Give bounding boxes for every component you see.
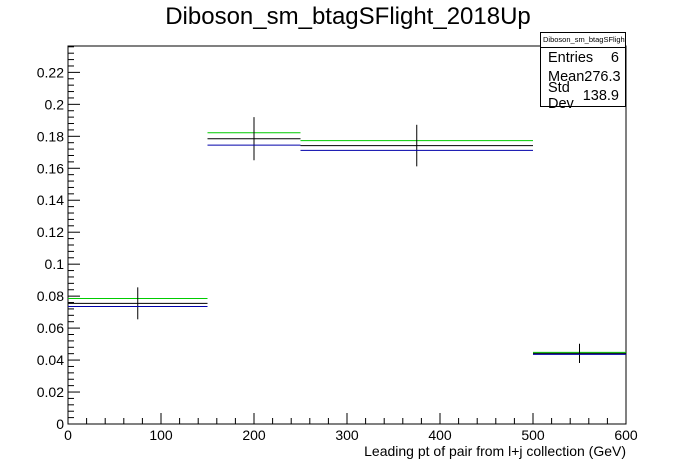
y-tick-label: 0.02 bbox=[37, 384, 64, 400]
y-tick-label: 0.2 bbox=[45, 96, 65, 112]
stats-box: Diboson_sm_btagSFlight_2018Up Entries 6 … bbox=[540, 32, 626, 112]
y-tick-label: 0 bbox=[56, 416, 64, 432]
stats-value: 6 bbox=[610, 49, 619, 66]
y-tick-label: 0.08 bbox=[37, 288, 64, 304]
stats-label: Entries bbox=[548, 49, 594, 66]
x-tick-label: 0 bbox=[64, 427, 72, 443]
y-tick-label: 0.18 bbox=[37, 128, 64, 144]
stats-row-std-dev: Std Dev 138.9 bbox=[541, 80, 625, 112]
y-tick-label: 0.1 bbox=[45, 256, 65, 272]
x-tick-label: 200 bbox=[242, 427, 266, 443]
x-axis-title: Leading pt of pair from l+j collection (… bbox=[364, 443, 626, 459]
y-tick-label: 0.04 bbox=[37, 352, 64, 368]
stats-row-mean: Mean 276.3 bbox=[541, 67, 625, 86]
y-tick-label: 0.06 bbox=[37, 320, 64, 336]
x-tick-label: 600 bbox=[614, 427, 638, 443]
stats-label: Mean bbox=[548, 68, 585, 85]
stats-row-entries: Entries 6 bbox=[541, 48, 625, 67]
y-tick-label: 0.22 bbox=[37, 64, 64, 80]
y-tick-label: 0.14 bbox=[37, 192, 64, 208]
x-tick-label: 300 bbox=[335, 427, 359, 443]
y-tick-label: 0.16 bbox=[37, 160, 64, 176]
stats-box-title: Diboson_sm_btagSFlight_2018Up bbox=[541, 33, 625, 48]
stats-value: 276.3 bbox=[584, 68, 621, 85]
x-tick-label: 500 bbox=[521, 427, 545, 443]
chart-title: Diboson_sm_btagSFlight_2018Up bbox=[165, 3, 531, 30]
y-tick-label: 0.12 bbox=[37, 224, 64, 240]
stats-value: 138.9 bbox=[582, 87, 619, 104]
x-tick-label: 400 bbox=[428, 427, 452, 443]
x-tick-label: 100 bbox=[149, 427, 173, 443]
stats-label: Std Dev bbox=[548, 79, 574, 112]
